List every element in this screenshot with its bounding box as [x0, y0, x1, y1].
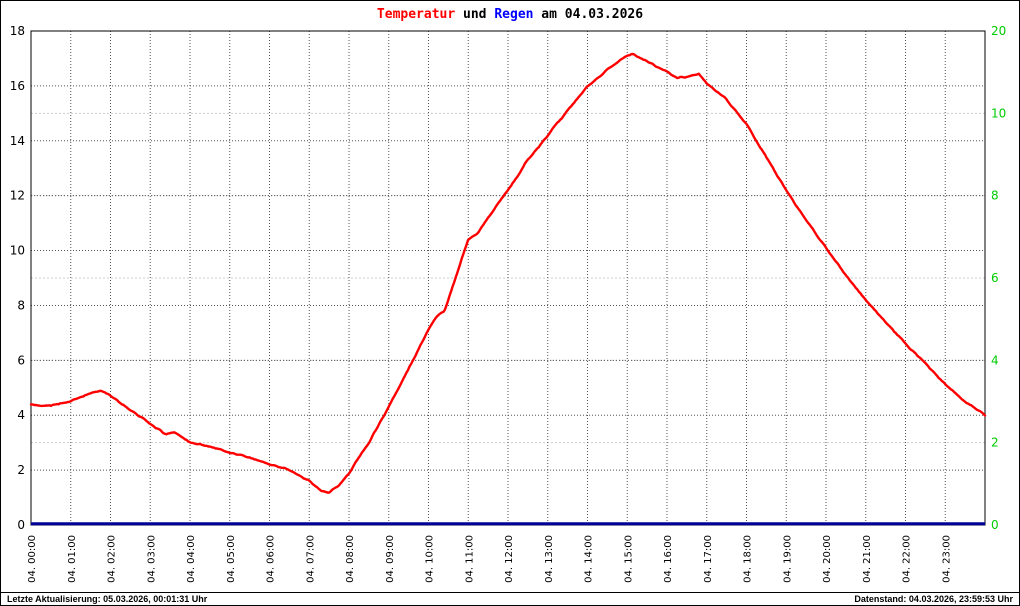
x-axis-tick-label: 04. 22:00	[902, 535, 913, 583]
left-axis-tick-label: 12	[10, 189, 25, 203]
x-axis-tick-label: 04. 07:00	[305, 535, 316, 583]
x-axis-tick-label: 04. 08:00	[345, 535, 356, 583]
left-axis-tick-label: 10	[10, 244, 25, 258]
x-axis-tick-label: 04. 05:00	[226, 535, 237, 583]
x-axis-tick-label: 04. 02:00	[107, 535, 118, 583]
left-axis-tick-label: 6	[17, 353, 25, 367]
right-axis-tick-label: 20	[991, 24, 1006, 38]
x-axis-tick-label: 04. 09:00	[385, 535, 396, 583]
right-axis-tick-label: 10	[991, 106, 1006, 120]
x-axis-tick-label: 04. 12:00	[504, 535, 515, 583]
title-und-label: und	[455, 7, 495, 22]
x-axis-tick-label: 04. 17:00	[703, 535, 714, 583]
x-axis-tick-label: 04. 06:00	[266, 535, 277, 583]
x-axis-tick-label: 04. 16:00	[663, 535, 674, 583]
right-axis-tick-label: 6	[991, 271, 999, 285]
x-axis-tick-label: 04. 21:00	[862, 535, 873, 583]
x-axis-tick-label: 04. 18:00	[743, 535, 754, 583]
x-axis-tick-label: 04. 01:00	[67, 535, 78, 583]
left-axis-tick-label: 8	[17, 298, 25, 312]
x-axis-tick-label: 04. 10:00	[425, 535, 436, 583]
left-axis-tick-label: 4	[17, 408, 25, 422]
status-bar: Letzte Aktualisierung: 05.03.2026, 00:01…	[1, 592, 1019, 605]
left-axis-tick-label: 2	[17, 463, 25, 477]
x-axis-tick-label: 04. 19:00	[782, 535, 793, 583]
x-axis-tick-label: 04. 14:00	[584, 535, 595, 583]
x-axis-tick-label: 04. 23:00	[941, 535, 952, 583]
chart-title: Temperatur und Regen am 04.03.2026	[1, 7, 1019, 22]
x-axis-tick-label: 04. 11:00	[464, 535, 475, 583]
title-temperature-label: Temperatur	[376, 7, 456, 22]
x-axis-tick-label: 04. 20:00	[822, 535, 833, 583]
right-axis-tick-label: 0	[991, 518, 999, 532]
temperature-series-line	[29, 52, 987, 494]
data-timestamp-text: Datenstand: 04.03.2026, 23:59:53 Uhr	[854, 594, 1013, 604]
right-axis-tick-label: 8	[991, 189, 999, 203]
title-rain-label: Regen	[494, 7, 534, 22]
left-axis-tick-label: 14	[10, 134, 25, 148]
right-axis-tick-label: 4	[991, 353, 999, 367]
title-date-label: am 04.03.2026	[533, 7, 644, 22]
x-axis-tick-label: 04. 15:00	[623, 535, 634, 583]
right-axis-tick-label: 2	[991, 436, 999, 450]
x-axis-tick-label: 04. 03:00	[146, 535, 157, 583]
x-axis-tick-label: 04. 00:00	[27, 535, 38, 583]
x-axis-tick-label: 04. 13:00	[544, 535, 555, 583]
x-axis-tick-label: 04. 04:00	[186, 535, 197, 583]
left-axis-tick-label: 0	[17, 518, 25, 532]
temperature-rain-chart: 0 2 4 6 8 10 12 14 16 18 04. 00:00 04. 01:00 04. 02:…	[10, 24, 1007, 583]
last-update-text: Letzte Aktualisierung: 05.03.2026, 00:01…	[7, 594, 208, 604]
left-axis-tick-label: 18	[10, 24, 25, 38]
left-axis-tick-label: 16	[10, 79, 25, 93]
